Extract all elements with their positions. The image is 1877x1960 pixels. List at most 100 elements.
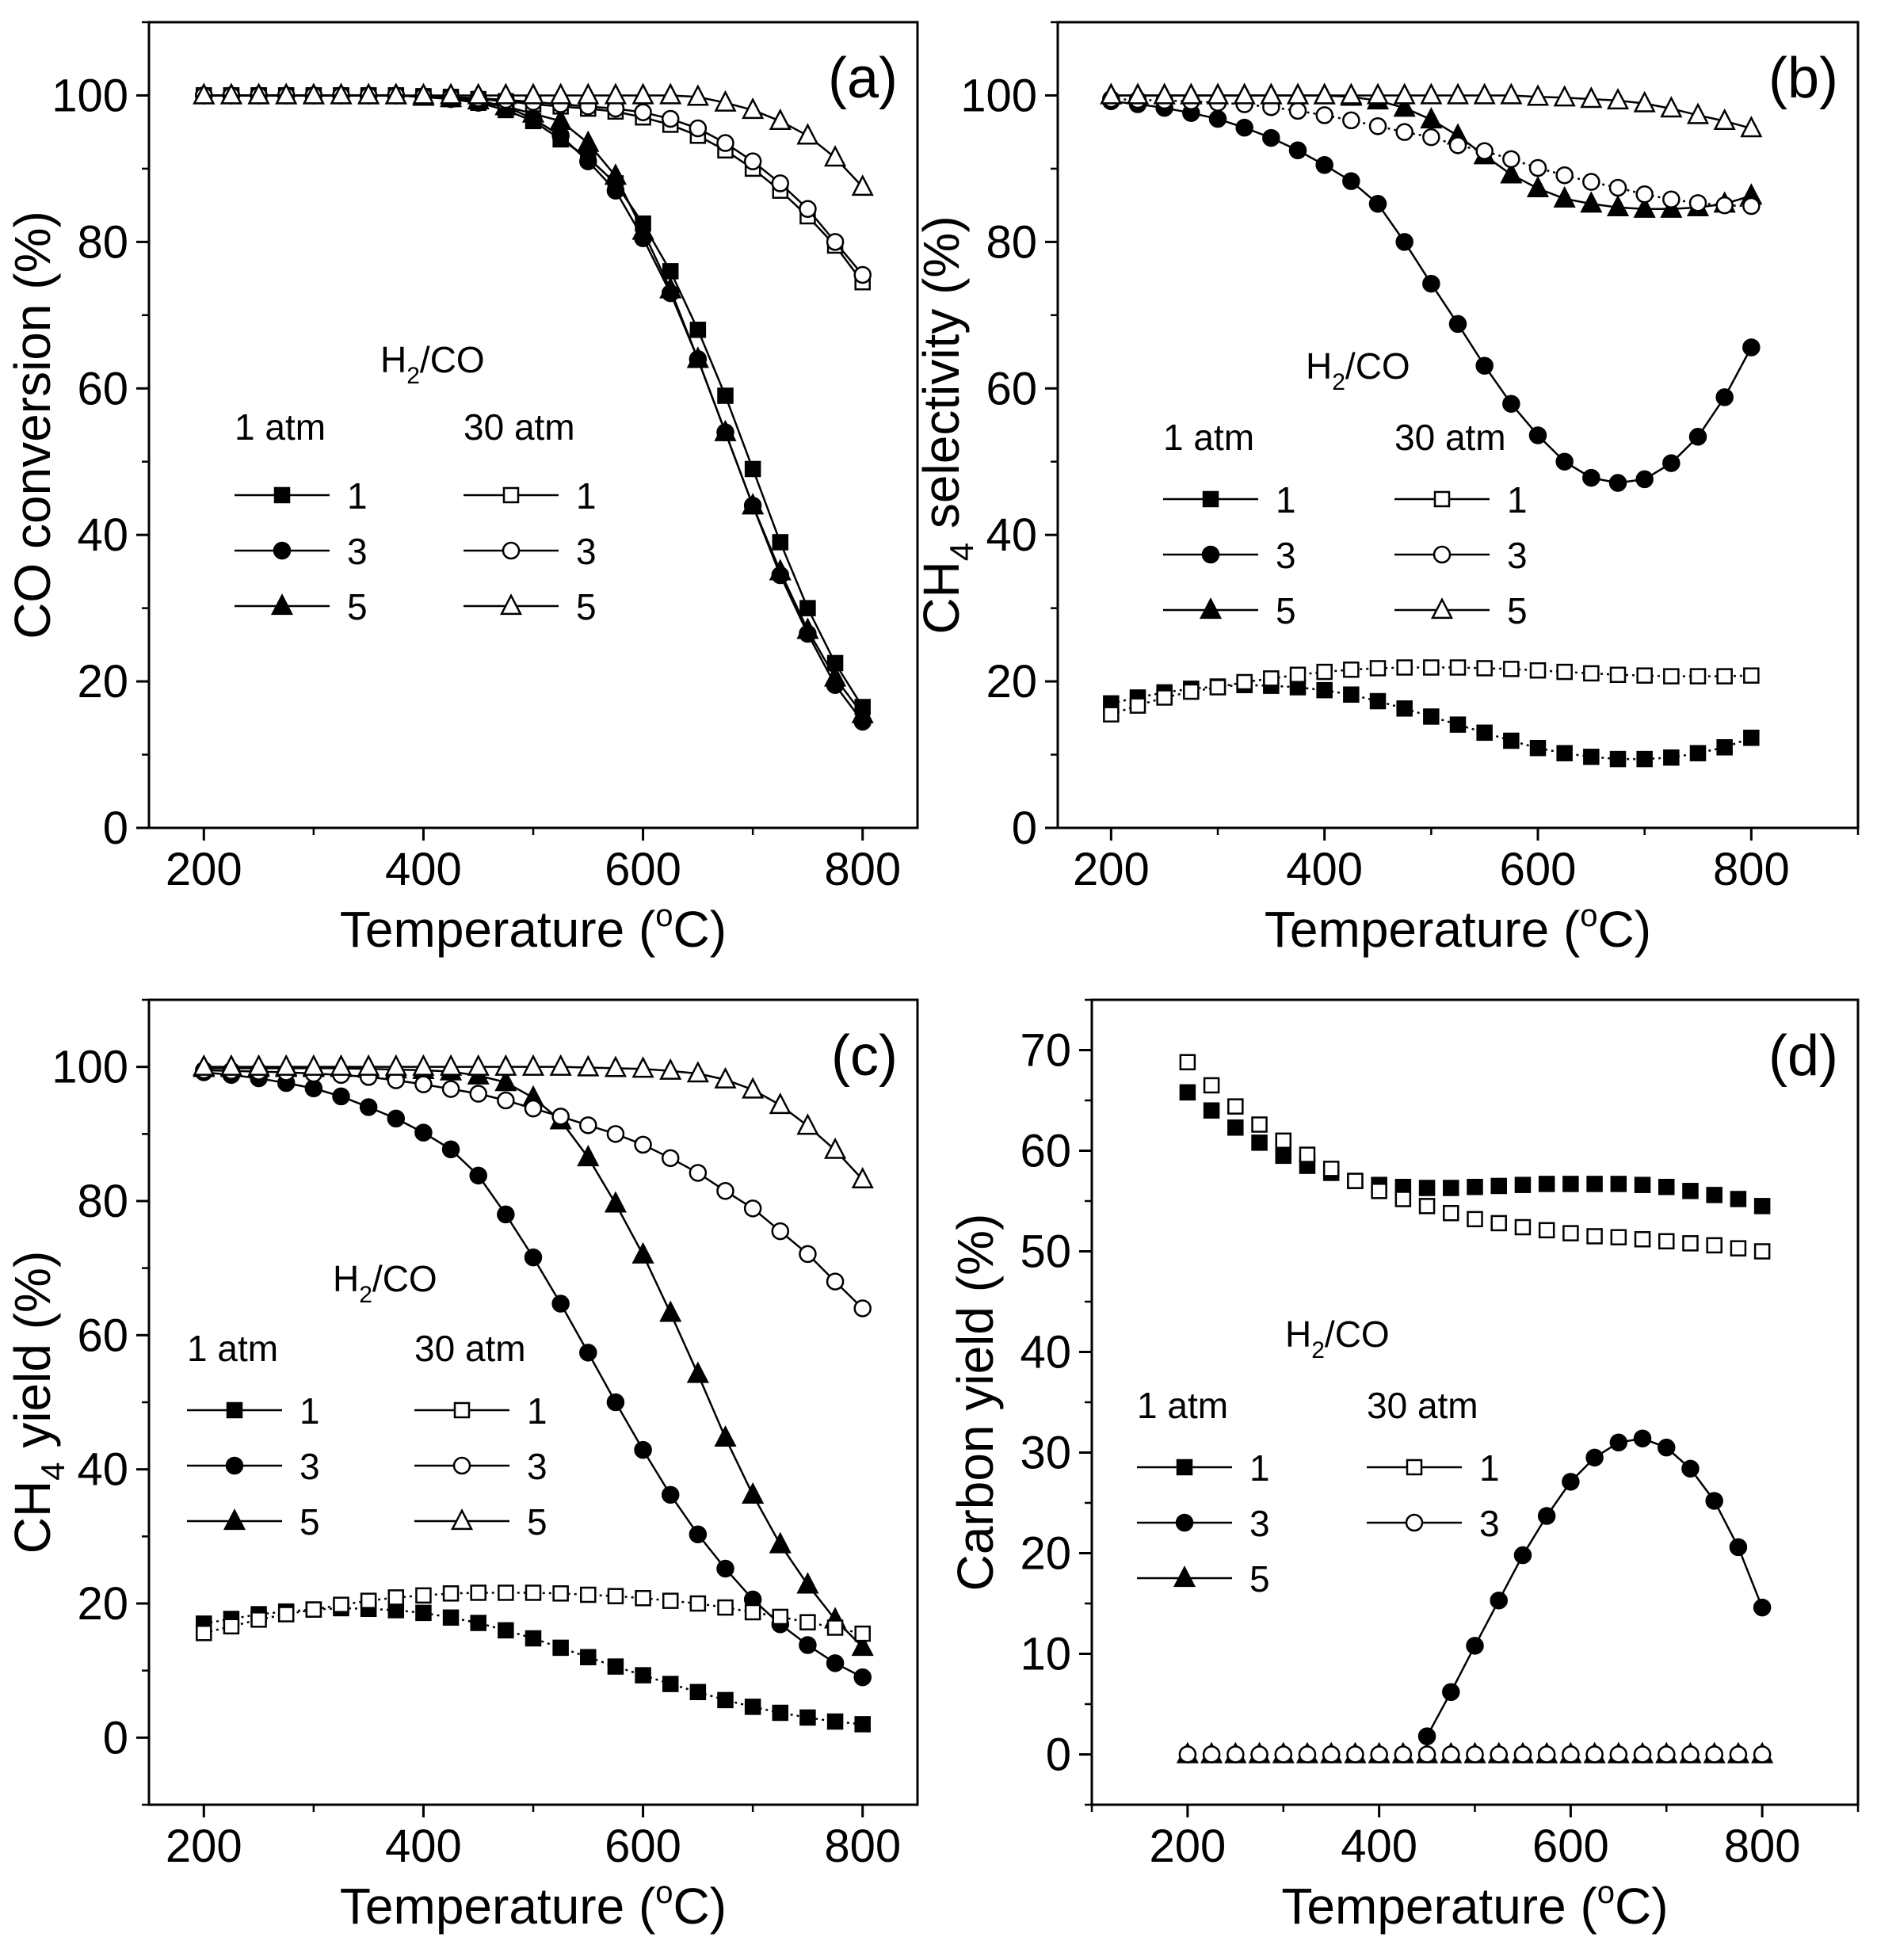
data-point-a [659, 82, 682, 105]
data-point-d [1633, 1745, 1652, 1764]
legend-marker-c [450, 1508, 474, 1531]
data-point-c [799, 1709, 816, 1726]
data-point-a [742, 97, 765, 120]
data-point-d [1514, 1218, 1532, 1236]
y-tick-label-c: 80 [77, 1176, 128, 1227]
y-tick-label-a: 40 [77, 509, 128, 561]
data-point-d [1250, 1745, 1269, 1764]
x-tick-label-d: 400 [1341, 1821, 1417, 1872]
x-axis-title-a: Temperature (oC) [340, 898, 727, 958]
data-point-b [1316, 663, 1333, 681]
data-point-d [1753, 1745, 1772, 1764]
data-point-d [1514, 1176, 1532, 1193]
data-point-d [1634, 1176, 1651, 1193]
data-point-b [1420, 82, 1443, 105]
data-point-d [1706, 1187, 1722, 1203]
legend-marker-a [270, 593, 294, 616]
data-point-a [799, 600, 816, 616]
legend-marker-b [1201, 545, 1220, 564]
data-point-a [193, 82, 216, 105]
data-point-b [1633, 196, 1656, 218]
data-point-b [1393, 82, 1416, 105]
data-point-c [498, 1584, 514, 1601]
data-point-d [1299, 1146, 1316, 1163]
y-tick-label-d: 0 [1046, 1729, 1071, 1781]
y-axis-title-a: CO conversion (%) [4, 211, 61, 639]
data-point-d [1443, 1180, 1459, 1196]
x-tick-label-a: 600 [605, 844, 681, 895]
data-point-a [743, 152, 762, 170]
legend-label-30atm-d: 1 [1479, 1447, 1500, 1489]
data-point-a [579, 152, 597, 170]
y-tick-label-a: 80 [77, 216, 128, 268]
data-point-d [1609, 1745, 1628, 1764]
legend-marker-b [1430, 597, 1454, 620]
series-b-30atm-1 [1103, 659, 1760, 723]
data-point-c [579, 1116, 597, 1134]
legend-marker-c [452, 1456, 471, 1475]
data-point-d [1753, 1198, 1771, 1215]
x-tick-label-c: 600 [605, 1821, 681, 1872]
data-point-d [1658, 1233, 1675, 1250]
data-point-a [717, 387, 734, 404]
data-point-b [1500, 162, 1523, 184]
data-point-b [1180, 82, 1203, 105]
legend-label-1atm-a: 3 [347, 531, 368, 572]
data-point-b [1368, 195, 1387, 213]
x-tick-label-b: 600 [1500, 844, 1577, 895]
data-point-d [1347, 1173, 1364, 1189]
data-point-d [1443, 1204, 1459, 1222]
data-point-c [577, 1145, 600, 1167]
data-point-c [826, 1713, 844, 1730]
y-tick-label-d: 40 [1020, 1327, 1071, 1378]
data-point-b [1369, 660, 1387, 677]
data-point-b [1235, 118, 1253, 137]
data-point-c [799, 1245, 817, 1264]
data-point-b [1609, 750, 1627, 768]
data-point-c [742, 1481, 765, 1504]
data-point-b [1526, 175, 1550, 198]
data-point-c [302, 1054, 325, 1076]
data-point-d [1682, 1183, 1699, 1199]
data-point-d [1394, 1745, 1413, 1764]
data-point-c [247, 1054, 270, 1076]
data-point-a [851, 701, 874, 723]
data-point-b [1503, 732, 1520, 749]
data-point-b [1553, 85, 1576, 107]
legend-label-1atm-b: 1 [1276, 479, 1296, 521]
legend-marker-c [226, 1401, 243, 1419]
y-tick-label-d: 50 [1020, 1226, 1071, 1278]
series-c-30atm-1 [196, 1584, 871, 1642]
legend-label-30atm-a: 3 [576, 531, 597, 572]
data-point-c [469, 1085, 487, 1103]
data-point-d [1442, 1745, 1460, 1764]
data-point-d [1298, 1745, 1317, 1764]
data-point-b [1286, 82, 1310, 105]
data-point-b [1606, 88, 1630, 110]
data-point-c [442, 1609, 460, 1626]
data-point-b [1662, 454, 1681, 472]
data-point-c [744, 1699, 761, 1715]
data-point-a [714, 90, 737, 112]
data-point-c [360, 1592, 377, 1609]
data-point-b [1500, 82, 1523, 105]
data-point-c [661, 1149, 680, 1168]
legend-marker-b [1433, 545, 1452, 564]
data-point-a [521, 82, 545, 105]
data-point-a [549, 82, 572, 105]
data-point-d [1202, 1745, 1221, 1764]
legend-label-1atm-c: 5 [299, 1501, 320, 1542]
y-tick-label-a: 20 [77, 656, 128, 707]
data-point-a [384, 82, 407, 105]
data-point-c [193, 1054, 216, 1076]
data-point-a [357, 82, 380, 105]
data-point-b [1448, 315, 1467, 334]
data-point-d [1705, 1745, 1723, 1764]
panel-a: 200 400 600 800 0 20 40 60 80 100 (a) Temperature (… [4, 21, 919, 958]
data-point-b [1396, 659, 1413, 676]
y-tick-label-a: 60 [77, 363, 128, 414]
legend-marker-b [1199, 597, 1223, 620]
data-point-b [1340, 82, 1363, 105]
y-tick-label-c: 60 [77, 1310, 128, 1361]
data-point-c [414, 1075, 433, 1093]
